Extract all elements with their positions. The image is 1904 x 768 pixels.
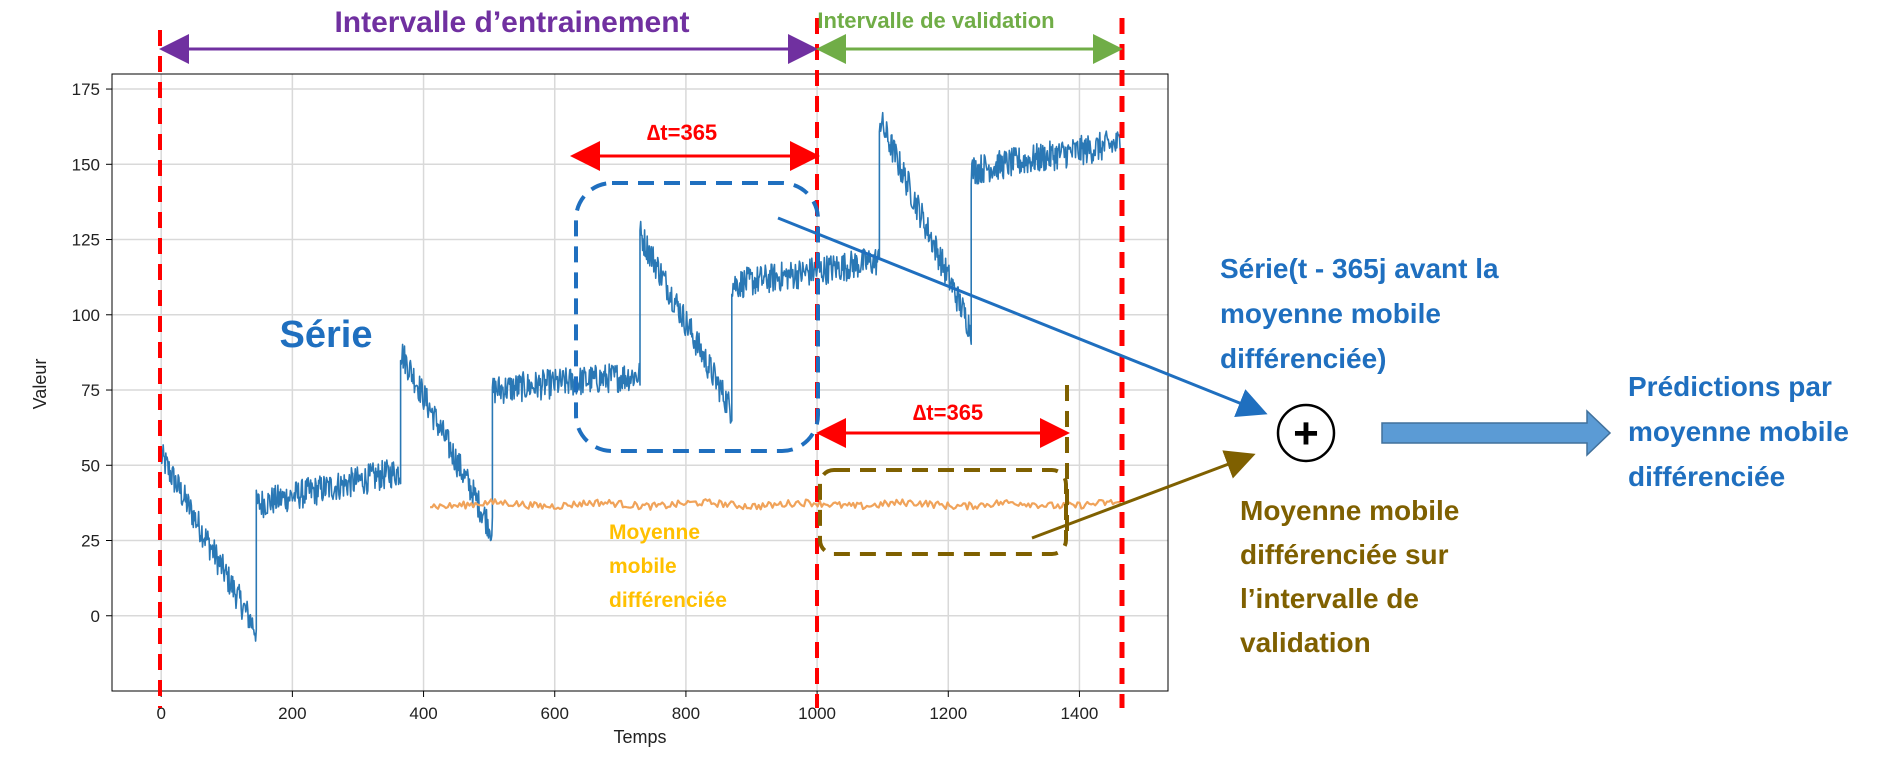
y-tick-label: 125 bbox=[72, 231, 100, 250]
delta-top-label: ∆t=365 bbox=[647, 120, 717, 145]
plus-circle bbox=[1276, 403, 1336, 463]
lagged-window-box bbox=[574, 181, 820, 453]
predictions-line-3: différenciée bbox=[1628, 461, 1785, 492]
y-axis-label: Valeur bbox=[30, 359, 50, 410]
ma-label-line-2: mobile bbox=[609, 555, 677, 578]
plot-frame bbox=[111, 73, 1169, 692]
right-serie-line-2: moyenne mobile bbox=[1220, 298, 1441, 329]
y-tick-label: 25 bbox=[81, 532, 100, 551]
right-serie-line-3: différenciée) bbox=[1220, 343, 1387, 374]
right-ma-line-3: l’intervalle de bbox=[1240, 583, 1419, 614]
x-tick-label: 1200 bbox=[929, 704, 967, 723]
serie-label: Série bbox=[280, 314, 373, 356]
x-tick-label: 0 bbox=[156, 704, 165, 723]
predictions-line-2: moyenne mobile bbox=[1628, 416, 1849, 447]
x-tick-label: 400 bbox=[409, 704, 437, 723]
ma-to-plus-arrow bbox=[1031, 450, 1256, 540]
x-tick-label: 1000 bbox=[798, 704, 836, 723]
prediction-arrow-icon bbox=[1381, 409, 1612, 457]
serie-to-plus-arrow bbox=[777, 216, 1268, 417]
validation-header: Intervalle de validation bbox=[817, 8, 1054, 33]
y-tick-label: 150 bbox=[72, 155, 100, 174]
ma-label-line-1: Moyenne bbox=[609, 521, 700, 544]
y-tick-label: 75 bbox=[81, 381, 100, 400]
predictions-line-1: Prédictions par bbox=[1628, 371, 1832, 402]
x-tick-label: 200 bbox=[278, 704, 306, 723]
y-tick-label: 175 bbox=[72, 80, 100, 99]
series-line-moving-average bbox=[430, 498, 1122, 511]
series-line-serie bbox=[160, 111, 1123, 642]
plus-sign: + bbox=[1293, 409, 1319, 458]
axis-ticks: 0 200 400 600 800 1000 1200 1400 0 25 50 75 100 125 15… bbox=[72, 80, 1099, 723]
training-header: Intervalle d’entrainement bbox=[334, 6, 689, 39]
delta-bottom-label: ∆t=365 bbox=[913, 400, 983, 425]
ma-label-line-3: différenciée bbox=[609, 589, 727, 612]
y-tick-label: 50 bbox=[81, 456, 100, 475]
validation-ma-box bbox=[818, 468, 1068, 556]
series-layer bbox=[160, 111, 1123, 642]
x-tick-label: 1400 bbox=[1061, 704, 1099, 723]
x-tick-label: 600 bbox=[541, 704, 569, 723]
right-serie-line-1: Série(t - 365j avant la bbox=[1220, 253, 1499, 284]
y-tick-label: 0 bbox=[91, 607, 100, 626]
x-tick-label: 800 bbox=[672, 704, 700, 723]
right-ma-line-2: différenciée sur bbox=[1240, 539, 1449, 570]
x-axis-label: Temps bbox=[613, 727, 666, 747]
y-tick-label: 100 bbox=[72, 306, 100, 325]
right-ma-line-1: Moyenne mobile bbox=[1240, 495, 1459, 526]
right-ma-line-4: validation bbox=[1240, 627, 1371, 658]
